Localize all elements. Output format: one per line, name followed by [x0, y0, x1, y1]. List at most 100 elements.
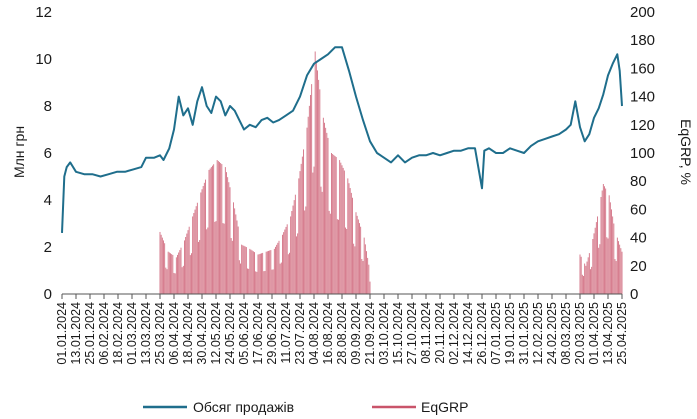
eqgrp-bar — [174, 273, 176, 294]
eqgrp-bar — [212, 165, 213, 294]
eqgrp-bar — [600, 196, 602, 294]
eqgrp-bar — [261, 253, 262, 294]
x-tick-label: 28.08.2024 — [335, 302, 349, 365]
eqgrp-bar — [228, 182, 230, 294]
eqgrp-bar — [300, 163, 302, 294]
eqgrp-bar — [275, 246, 276, 294]
eqgrp-bar — [166, 269, 168, 294]
eqgrp-bar — [210, 167, 212, 294]
x-tick-label: 29.06.2024 — [265, 302, 279, 365]
eqgrp-bar — [366, 251, 367, 294]
x-tick-label: 25.03.2024 — [153, 302, 167, 365]
eqgrp-bar — [273, 248, 275, 294]
x-tick-label: 14.12.2024 — [461, 302, 475, 365]
x-tick-label: 03.10.2024 — [377, 302, 391, 365]
y-axis-left-ticks: 0 2 4 6 8 10 12 — [35, 4, 52, 303]
x-tick-label: 17.06.2024 — [251, 302, 265, 365]
eqgrp-bar — [350, 192, 352, 294]
x-tick-label: 04.08.2024 — [307, 302, 321, 365]
x-tick-label: 18.02.2024 — [111, 302, 125, 365]
eqgrp-bar — [182, 265, 184, 294]
x-axis-tick-labels: 01.01.2024 13.01.2024 25.01.2024 06.02.2024… — [55, 302, 629, 365]
eqgrp-bar — [620, 248, 622, 294]
eqgrp-bar — [292, 205, 294, 294]
eqgrp-bar — [307, 116, 309, 294]
eqgrp-bar — [184, 240, 185, 294]
y-left-tick-label: 10 — [35, 51, 52, 68]
eqgrp-bar — [615, 261, 617, 294]
x-tick-label: 26.12.2024 — [475, 302, 489, 365]
eqgrp-bar — [231, 240, 233, 294]
eqgrp-bar — [248, 268, 250, 294]
x-tick-label: 16.08.2024 — [321, 302, 335, 365]
eqgrp-bar — [621, 251, 623, 294]
x-tick-label: 31.01.2025 — [517, 302, 531, 365]
eqgrp-bar — [346, 228, 348, 294]
eqgrp-bar — [236, 220, 238, 294]
eqgrp-bar — [276, 244, 278, 294]
eqgrp-bar — [360, 226, 362, 294]
eqgrp-bar — [196, 202, 198, 294]
x-tick-label: 08.11.2024 — [419, 302, 433, 364]
eqgrp-bar — [199, 240, 201, 294]
y-left-tick-label: 6 — [44, 145, 52, 162]
eqgrp-bar — [590, 269, 591, 294]
eqgrp-bar — [604, 186, 605, 294]
eqgrp-bar — [217, 161, 219, 294]
series-line-sales — [61, 46, 623, 233]
eqgrp-bar — [581, 274, 583, 294]
eqgrp-bar — [329, 213, 331, 294]
eqgrp-bar — [597, 216, 598, 294]
eqgrp-bar — [178, 252, 180, 294]
eqgrp-bar — [579, 254, 581, 294]
eqgrp-bar — [165, 267, 167, 294]
eqgrp-bar — [333, 155, 335, 294]
eqgrp-bar — [173, 272, 175, 294]
x-axis-ticks — [61, 294, 623, 299]
y-left-tick-label: 12 — [35, 4, 52, 21]
eqgrp-bar — [194, 209, 196, 294]
eqgrp-bar — [279, 263, 281, 294]
eqgrp-bar — [238, 260, 240, 294]
eqgrp-bar — [215, 221, 217, 294]
eqgrp-bar — [609, 202, 611, 294]
eqgrp-bar — [251, 250, 253, 294]
eqgrp-bar — [159, 231, 161, 294]
y-right-tick-label: 180 — [630, 32, 655, 49]
eqgrp-bar — [200, 192, 202, 294]
eqgrp-bar — [242, 245, 244, 294]
eqgrp-bar — [601, 190, 603, 294]
eqgrp-bar — [607, 238, 609, 294]
eqgrp-bar — [227, 177, 229, 294]
eqgrp-bar — [268, 250, 269, 294]
eqgrp-bar — [216, 160, 218, 294]
eqgrp-bar — [252, 251, 254, 294]
x-tick-label: 27.10.2024 — [405, 302, 419, 365]
eqgrp-bar — [348, 183, 350, 294]
y-right-tick-label: 100 — [630, 145, 655, 162]
eqgrp-bar — [327, 137, 329, 294]
eqgrp-bar — [205, 179, 206, 294]
eqgrp-bar — [299, 171, 301, 294]
eqgrp-bar — [206, 229, 208, 294]
y-left-tick-label: 2 — [44, 239, 52, 256]
x-tick-label: 19.01.2025 — [503, 302, 517, 365]
eqgrp-bar — [321, 191, 323, 294]
eqgrp-bar — [245, 247, 247, 294]
eqgrp-bar — [264, 270, 266, 294]
eqgrp-bar — [347, 178, 349, 294]
eqgrp-bar — [235, 214, 237, 294]
eqgrp-bar — [356, 215, 358, 294]
eqgrp-bar — [322, 117, 324, 294]
eqgrp-bar — [306, 127, 308, 295]
eqgrp-bar — [340, 162, 342, 294]
eqgrp-bar — [613, 223, 615, 294]
x-tick-label: 08.03.2025 — [559, 302, 573, 365]
eqgrp-bar — [172, 254, 174, 294]
eqgrp-bar — [619, 244, 621, 294]
eqgrp-bar — [272, 269, 274, 294]
eqgrp-bar — [297, 233, 299, 294]
eqgrp-bar — [177, 254, 178, 294]
eqgrp-bar — [171, 254, 173, 294]
eqgrp-bar — [193, 213, 195, 294]
